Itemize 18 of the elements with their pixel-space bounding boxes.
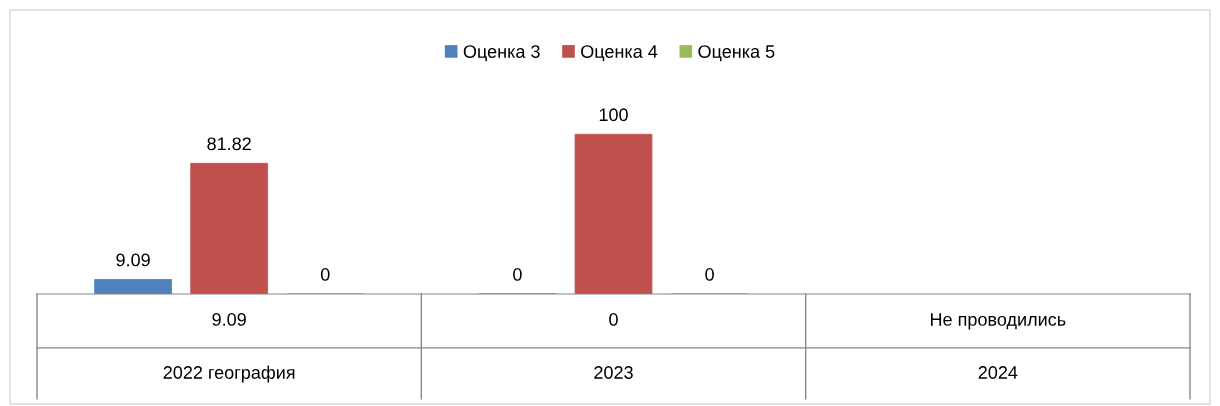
data-label: 0 [609,313,618,326]
bar [190,162,269,294]
legend-label: Оценка 3 [463,45,540,62]
data-label: 100 [599,108,628,122]
data-label: 0 [705,268,714,281]
data-label: 0 [320,268,330,281]
x-tick-label: 2023 [594,366,633,379]
annotation: 0 [513,268,522,281]
annotation: 9.09 [116,253,150,267]
data-label: 81.82 [207,137,251,151]
x-tick-label: 2022 география [163,365,295,383]
legend-label: Оценка 5 [698,45,775,62]
x-tick-label: 2024 [978,366,1018,379]
bar [574,133,653,294]
legend-label: Оценка 4 [581,45,658,62]
bar [94,279,172,294]
data-label: 9.09 [212,313,246,326]
text: Не проводились [930,313,1066,330]
